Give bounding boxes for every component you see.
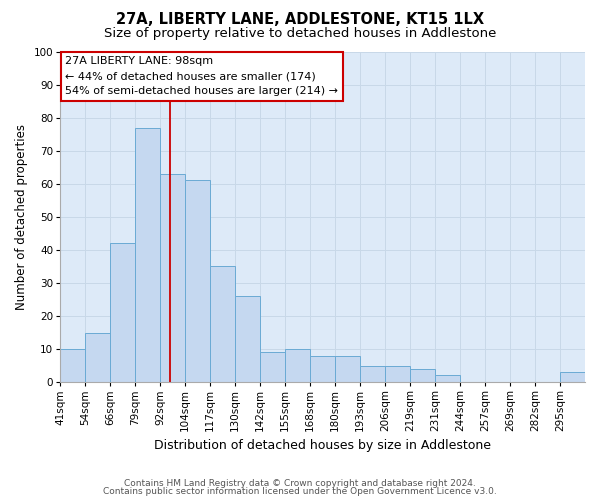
Bar	[435, 376, 460, 382]
Bar	[185, 180, 210, 382]
Text: Contains public sector information licensed under the Open Government Licence v3: Contains public sector information licen…	[103, 487, 497, 496]
Bar	[85, 332, 110, 382]
Bar	[110, 243, 135, 382]
Text: 27A, LIBERTY LANE, ADDLESTONE, KT15 1LX: 27A, LIBERTY LANE, ADDLESTONE, KT15 1LX	[116, 12, 484, 28]
Text: 27A LIBERTY LANE: 98sqm
← 44% of detached houses are smaller (174)
54% of semi-d: 27A LIBERTY LANE: 98sqm ← 44% of detache…	[65, 56, 338, 96]
Bar	[235, 296, 260, 382]
Bar	[210, 266, 235, 382]
Bar	[360, 366, 385, 382]
Bar	[335, 356, 360, 382]
Text: Contains HM Land Registry data © Crown copyright and database right 2024.: Contains HM Land Registry data © Crown c…	[124, 478, 476, 488]
Y-axis label: Number of detached properties: Number of detached properties	[15, 124, 28, 310]
Bar	[160, 174, 185, 382]
Bar	[135, 128, 160, 382]
Bar	[385, 366, 410, 382]
Bar	[60, 349, 85, 382]
Bar	[285, 349, 310, 382]
Bar	[310, 356, 335, 382]
Text: Size of property relative to detached houses in Addlestone: Size of property relative to detached ho…	[104, 28, 496, 40]
Bar	[410, 369, 435, 382]
Bar	[560, 372, 585, 382]
X-axis label: Distribution of detached houses by size in Addlestone: Distribution of detached houses by size …	[154, 440, 491, 452]
Bar	[260, 352, 285, 382]
